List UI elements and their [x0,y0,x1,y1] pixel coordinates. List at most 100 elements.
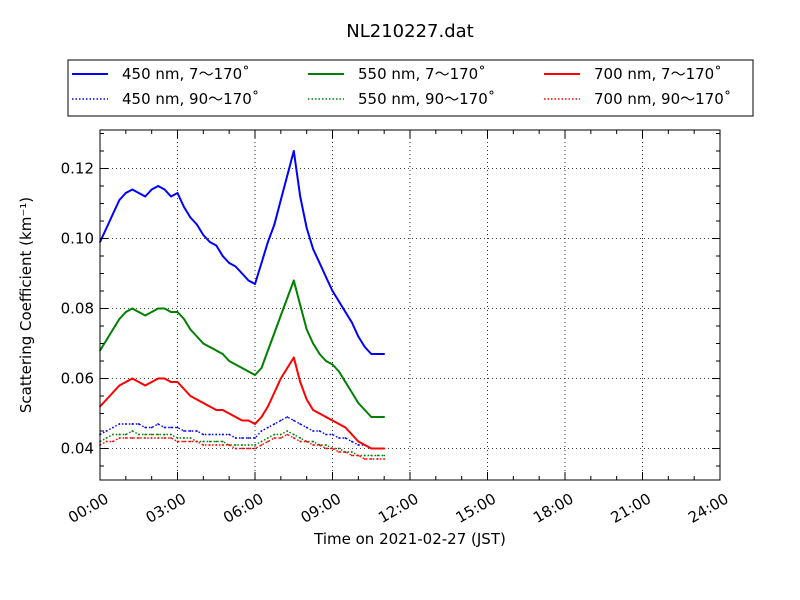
data-point [137,311,140,313]
data-point [357,335,360,338]
data-point [202,440,205,443]
data-point [176,426,179,429]
data-point [331,419,334,422]
data-point [247,419,250,422]
data-point [170,195,172,198]
data-point [363,454,366,457]
data-point [260,430,263,432]
data-point [279,199,282,201]
data-point [254,437,256,439]
data-point [338,423,340,425]
data-point [208,346,211,348]
data-point [228,360,231,362]
data-point [299,423,302,425]
data-point [215,440,218,443]
data-point [376,353,379,355]
data-point [331,447,334,450]
data-point [286,174,289,177]
data-point [150,311,153,313]
data-point [338,370,340,373]
data-point [234,447,237,450]
grid-lines [100,130,720,480]
data-point [105,440,108,443]
series-layer [99,150,386,460]
data-point [176,440,179,443]
y-tick-label: 0.06 [61,370,94,388]
data-point [363,346,366,348]
data-point [105,437,108,439]
data-point [299,440,302,443]
data-point [370,416,373,418]
data-point [189,328,192,331]
data-point [183,440,185,443]
data-point [318,430,321,432]
data-point [344,381,347,383]
data-point [292,150,295,152]
data-point [260,440,263,443]
data-point [228,412,231,415]
data-point [105,227,108,229]
data-point [215,433,218,436]
data-point [189,440,192,443]
data-point [351,440,353,443]
data-point [137,437,140,439]
legend-frame [67,59,754,117]
data-point [196,440,198,443]
data-point [260,262,263,264]
data-point [325,276,327,278]
data-point [202,234,205,236]
data-point [157,423,160,425]
data-point [273,433,276,436]
data-point [112,391,114,394]
data-point [215,444,218,446]
data-point [131,307,134,310]
data-point [279,377,282,380]
data-point [344,451,347,453]
data-point [325,447,327,450]
data-point [383,447,386,450]
data-point [157,437,160,439]
y-tick-label: 0.04 [61,440,94,458]
data-point [163,437,166,439]
data-point [144,433,147,436]
data-point [267,426,269,429]
chart-title: NL210227.dat [346,21,473,42]
data-point [124,437,127,439]
data-point [312,440,314,443]
data-point [383,353,386,355]
x-axis-label: Time on 2021-02-27 (JST) [313,530,506,548]
data-point [383,454,386,457]
data-point [273,437,276,439]
data-point [183,437,185,439]
data-point [124,311,127,313]
data-point [299,304,302,306]
data-point [247,444,250,446]
data-point [118,199,121,201]
data-point [370,454,373,457]
data-point [357,440,360,443]
data-point [376,454,379,457]
data-point [338,300,340,303]
data-point [112,426,114,429]
data-point [267,349,269,352]
data-point [344,426,347,429]
data-point [137,423,140,425]
data-point [260,367,263,369]
data-point [157,433,160,436]
data-point [279,314,282,317]
y-tick-label: 0.08 [61,300,94,318]
data-point [215,409,218,411]
data-point [292,419,295,422]
data-point [357,444,360,446]
data-point [157,185,160,187]
data-point [150,437,153,439]
data-point [273,332,276,334]
data-point [221,409,224,411]
data-point [351,391,353,394]
data-point [157,307,160,310]
data-point [163,307,166,310]
data-point [118,318,121,320]
data-point [344,311,347,313]
data-point [112,440,114,443]
data-point [150,188,153,191]
